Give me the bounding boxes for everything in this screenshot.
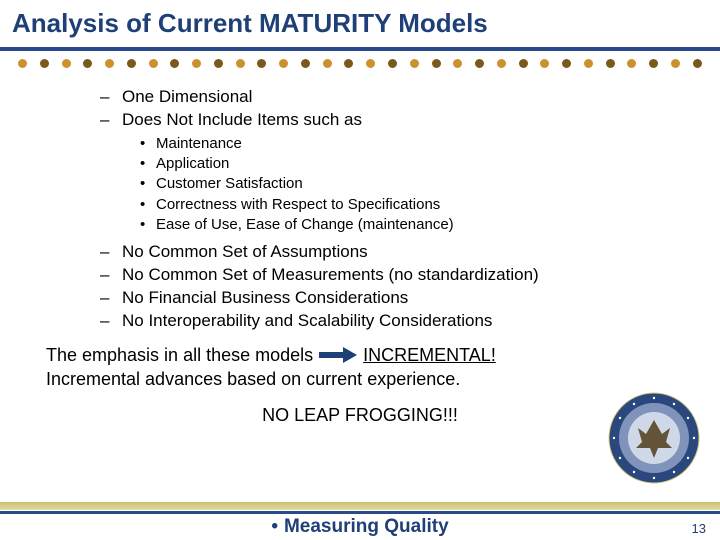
emphasis-target: INCREMENTAL! <box>363 343 496 367</box>
decorative-dot <box>149 59 158 68</box>
emphasis-block: The emphasis in all these models INCREME… <box>0 333 720 392</box>
decorative-dot <box>105 59 114 68</box>
decorative-dot <box>627 59 636 68</box>
bullet-item: Application <box>140 154 680 174</box>
decorative-dot <box>62 59 71 68</box>
footer-stripe <box>0 511 720 514</box>
bullet-item: Ease of Use, Ease of Change (maintenance… <box>140 215 680 235</box>
sub-bullet-list: MaintenanceApplicationCustomer Satisfact… <box>100 132 680 241</box>
decorative-dot <box>192 59 201 68</box>
arrow-icon <box>319 347 357 363</box>
dash-list-top: One DimensionalDoes Not Include Items su… <box>100 86 680 132</box>
dash-item: No Interoperability and Scalability Cons… <box>100 310 680 333</box>
decorative-dot <box>540 59 549 68</box>
decorative-dot <box>519 59 528 68</box>
decorative-dot <box>388 59 397 68</box>
content-area: One DimensionalDoes Not Include Items su… <box>0 68 720 333</box>
dod-seal-icon <box>608 392 700 484</box>
decorative-dot <box>649 59 658 68</box>
title-bar: Analysis of Current MATURITY Models <box>0 0 720 43</box>
dash-item: No Common Set of Assumptions <box>100 241 680 264</box>
decorative-dot-row <box>0 51 720 68</box>
slide-title: Analysis of Current MATURITY Models <box>12 8 708 39</box>
decorative-dot <box>671 59 680 68</box>
decorative-dot <box>279 59 288 68</box>
decorative-dot <box>453 59 462 68</box>
decorative-dot <box>562 59 571 68</box>
dash-list-bottom: No Common Set of AssumptionsNo Common Se… <box>100 241 680 333</box>
decorative-dot <box>432 59 441 68</box>
decorative-dot <box>40 59 49 68</box>
decorative-dot <box>83 59 92 68</box>
decorative-dot <box>344 59 353 68</box>
decorative-dot <box>366 59 375 68</box>
dash-item: No Financial Business Considerations <box>100 287 680 310</box>
decorative-dot <box>584 59 593 68</box>
emphasis-line-2: Incremental advances based on current ex… <box>46 367 680 391</box>
dash-item: No Common Set of Measurements (no standa… <box>100 264 680 287</box>
decorative-dot <box>693 59 702 68</box>
decorative-dot <box>18 59 27 68</box>
footer-text: •Measuring Quality <box>0 516 720 538</box>
footer-band <box>0 502 720 510</box>
bullet-item: Maintenance <box>140 134 680 154</box>
footer-label: Measuring Quality <box>284 516 449 537</box>
decorative-dot <box>257 59 266 68</box>
decorative-dot <box>323 59 332 68</box>
bullet-item: Customer Satisfaction <box>140 174 680 194</box>
decorative-dot <box>475 59 484 68</box>
decorative-dot <box>497 59 506 68</box>
footer-bullet: • <box>271 516 284 537</box>
emphasis-prefix: The emphasis in all these models <box>46 343 313 367</box>
decorative-dot <box>606 59 615 68</box>
decorative-dot <box>301 59 310 68</box>
bullet-item: Correctness with Respect to Specificatio… <box>140 195 680 215</box>
decorative-dot <box>127 59 136 68</box>
page-number: 13 <box>692 521 706 536</box>
decorative-dot <box>236 59 245 68</box>
decorative-dot <box>410 59 419 68</box>
decorative-dot <box>170 59 179 68</box>
dash-item: Does Not Include Items such as <box>100 109 680 132</box>
decorative-dot <box>214 59 223 68</box>
dash-item: One Dimensional <box>100 86 680 109</box>
emphasis-line-1: The emphasis in all these models INCREME… <box>46 343 680 367</box>
